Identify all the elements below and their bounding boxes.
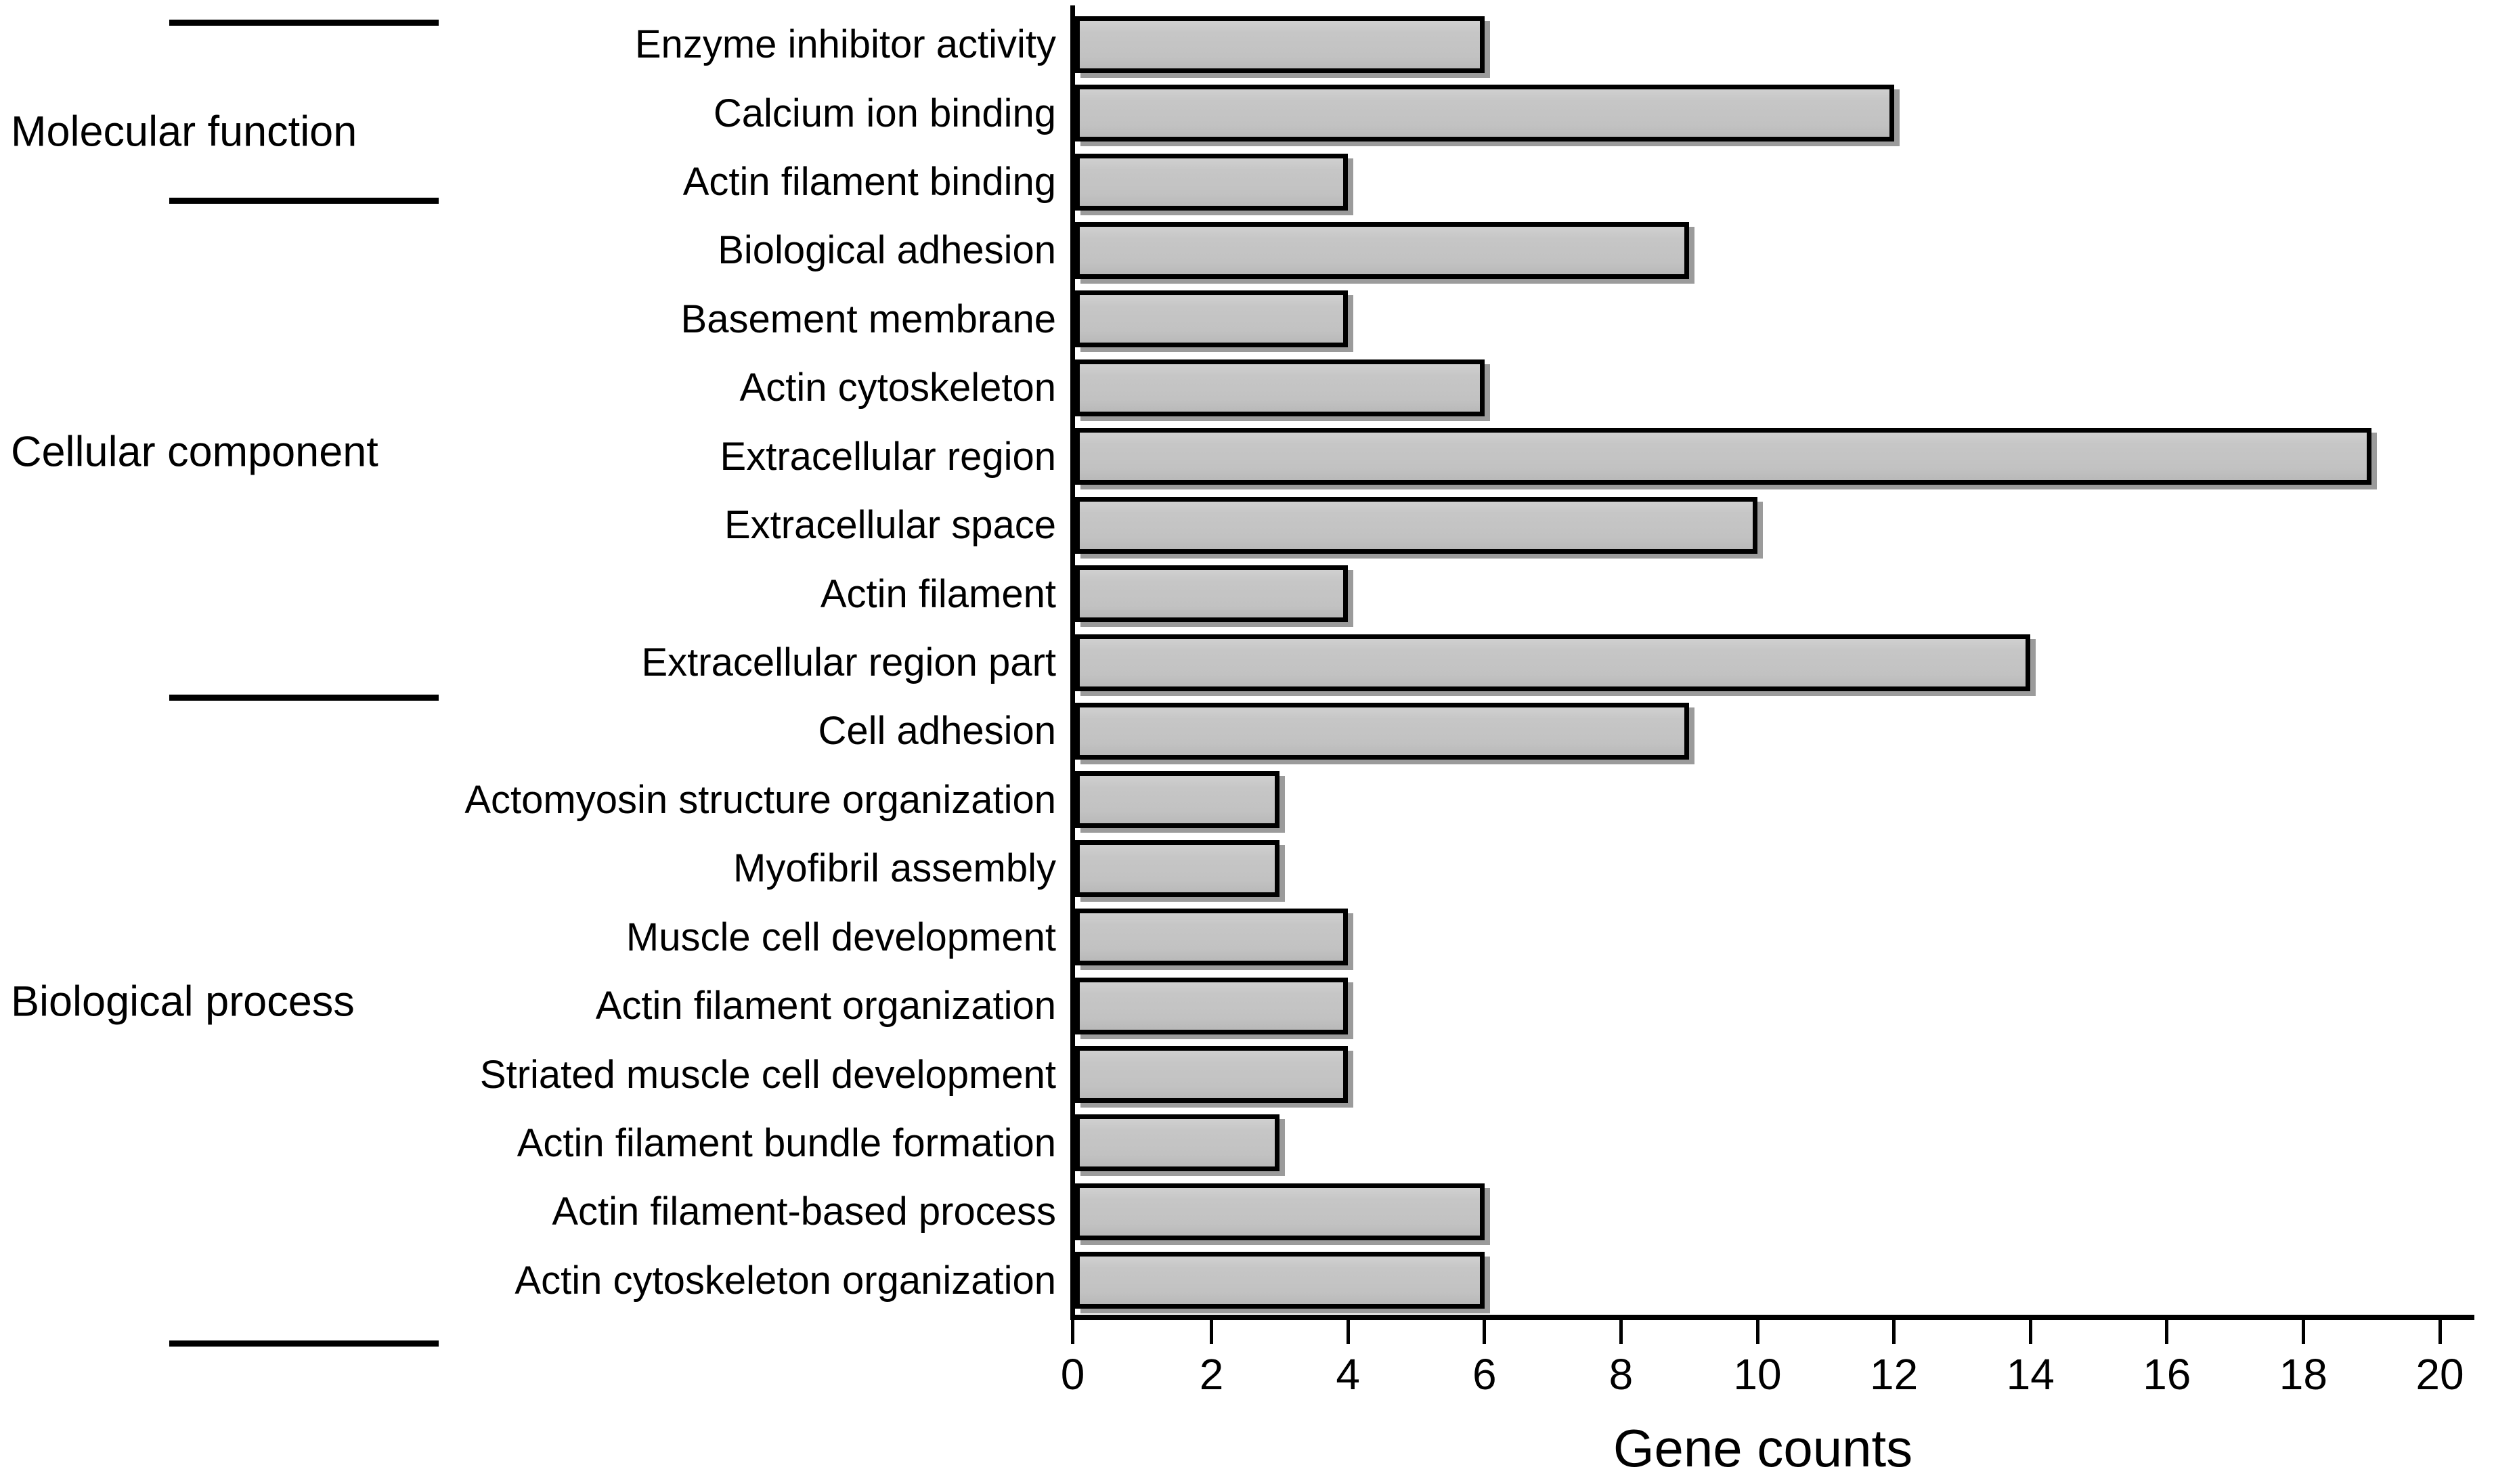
x-tick-label-18: 18 bbox=[2279, 1350, 2327, 1399]
category-label-actomyosin-structure-organization: Actomyosin structure organization bbox=[464, 777, 1056, 822]
x-tick-mark-18 bbox=[2301, 1318, 2305, 1344]
x-tick-label-8: 8 bbox=[1609, 1350, 1634, 1399]
category-label-actin-filament-bundle-formation: Actin filament bundle formation bbox=[517, 1120, 1056, 1165]
category-label-actin-filament: Actin filament bbox=[820, 571, 1056, 616]
category-label-actin-filament-organization: Actin filament organization bbox=[595, 984, 1056, 1028]
category-label-basement-membrane: Basement membrane bbox=[680, 297, 1056, 341]
x-tick-label-0: 0 bbox=[1060, 1350, 1085, 1399]
x-tick-mark-4 bbox=[1346, 1318, 1350, 1344]
group-label-cellular-component: Cellular component bbox=[11, 428, 378, 476]
category-label-calcium-ion-binding: Calcium ion binding bbox=[713, 91, 1056, 135]
category-label-muscle-cell-development: Muscle cell development bbox=[626, 915, 1056, 959]
x-tick-mark-10 bbox=[1755, 1318, 1759, 1344]
category-label-biological-adhesion: Biological adhesion bbox=[718, 228, 1056, 273]
bar-calcium-ion-binding bbox=[1075, 85, 1894, 142]
category-label-actin-cytoskeleton: Actin cytoskeleton bbox=[739, 366, 1056, 410]
bar-cell-adhesion bbox=[1075, 702, 1690, 760]
bar-actin-filament-based-process bbox=[1075, 1183, 1485, 1240]
category-label-actin-filament-based-process: Actin filament-based process bbox=[552, 1190, 1056, 1234]
x-tick-label-2: 2 bbox=[1199, 1350, 1224, 1399]
category-label-actin-filament-binding: Actin filament binding bbox=[682, 160, 1056, 204]
group-separator-line-1 bbox=[169, 20, 439, 26]
x-tick-mark-16 bbox=[2165, 1318, 2169, 1344]
bar-actin-cytoskeleton bbox=[1075, 359, 1485, 416]
category-label-striated-muscle-cell-development: Striated muscle cell development bbox=[479, 1052, 1056, 1097]
bar-extracellular-space bbox=[1075, 496, 1757, 554]
bar-extracellular-region bbox=[1075, 428, 2372, 485]
x-tick-mark-2 bbox=[1210, 1318, 1214, 1344]
x-tick-label-14: 14 bbox=[2006, 1350, 2055, 1399]
x-tick-mark-6 bbox=[1483, 1318, 1487, 1344]
bar-actomyosin-structure-organization bbox=[1075, 771, 1280, 829]
bar-myofibril-assembly bbox=[1075, 839, 1280, 897]
x-tick-label-16: 16 bbox=[2143, 1350, 2191, 1399]
x-axis-title: Gene counts bbox=[1613, 1418, 1913, 1478]
category-label-extracellular-region-part: Extracellular region part bbox=[641, 640, 1056, 684]
y-axis-line bbox=[1070, 5, 1075, 1320]
bar-striated-muscle-cell-development bbox=[1075, 1046, 1349, 1104]
bar-muscle-cell-development bbox=[1075, 909, 1349, 966]
group-separator-line-4 bbox=[169, 1340, 439, 1347]
bar-basement-membrane bbox=[1075, 290, 1349, 348]
category-label-cell-adhesion: Cell adhesion bbox=[818, 709, 1056, 754]
x-tick-label-20: 20 bbox=[2415, 1350, 2464, 1399]
group-separator-line-3 bbox=[169, 695, 439, 701]
x-tick-mark-8 bbox=[1619, 1318, 1623, 1344]
x-tick-label-10: 10 bbox=[1733, 1350, 1782, 1399]
x-tick-mark-20 bbox=[2438, 1318, 2442, 1344]
bar-actin-filament-organization bbox=[1075, 977, 1349, 1034]
bar-actin-filament-binding bbox=[1075, 153, 1349, 211]
category-label-actin-cytoskeleton-organization: Actin cytoskeleton organization bbox=[515, 1258, 1056, 1303]
group-label-molecular-function: Molecular function bbox=[11, 108, 357, 156]
group-label-biological-process: Biological process bbox=[11, 978, 355, 1026]
x-tick-mark-14 bbox=[2028, 1318, 2032, 1344]
category-label-extracellular-space: Extracellular space bbox=[724, 503, 1056, 548]
bar-actin-filament bbox=[1075, 565, 1349, 623]
x-tick-label-12: 12 bbox=[1870, 1350, 1919, 1399]
category-label-enzyme-inhibitor-activity: Enzyme inhibitor activity bbox=[634, 22, 1056, 67]
bar-actin-filament-bundle-formation bbox=[1075, 1114, 1280, 1172]
category-label-extracellular-region: Extracellular region bbox=[720, 434, 1056, 479]
bar-enzyme-inhibitor-activity bbox=[1075, 16, 1485, 73]
x-axis-line bbox=[1070, 1315, 2474, 1320]
x-tick-label-4: 4 bbox=[1336, 1350, 1360, 1399]
x-tick-mark-12 bbox=[1892, 1318, 1896, 1344]
bar-biological-adhesion bbox=[1075, 221, 1690, 279]
x-tick-label-6: 6 bbox=[1472, 1350, 1497, 1399]
bar-actin-cytoskeleton-organization bbox=[1075, 1252, 1485, 1309]
x-tick-mark-0 bbox=[1071, 1318, 1074, 1344]
bar-extracellular-region-part bbox=[1075, 634, 2031, 691]
group-separator-line-2 bbox=[169, 198, 439, 204]
category-label-myofibril-assembly: Myofibril assembly bbox=[733, 846, 1056, 891]
